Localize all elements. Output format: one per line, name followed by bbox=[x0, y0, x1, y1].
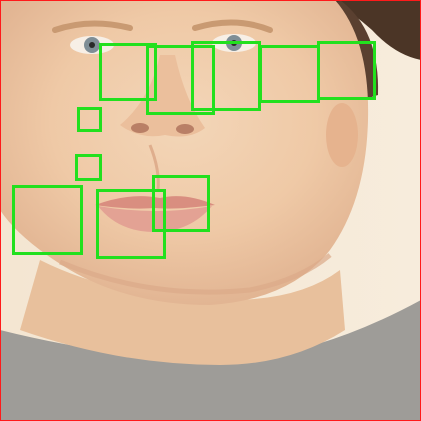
detection-box bbox=[77, 107, 102, 132]
philtrum bbox=[148, 144, 160, 191]
detection-box bbox=[317, 41, 376, 100]
neck bbox=[20, 260, 345, 365]
lower-lip bbox=[98, 206, 212, 232]
left-nostril bbox=[131, 123, 149, 133]
nose bbox=[120, 55, 205, 137]
left-eyebrow bbox=[52, 20, 133, 33]
right-eyebrow bbox=[192, 19, 273, 33]
left-pupil bbox=[89, 42, 95, 48]
ear bbox=[326, 103, 358, 167]
face bbox=[0, 0, 369, 305]
detection-box bbox=[75, 154, 102, 181]
detection-box bbox=[99, 43, 157, 101]
hair bbox=[330, 0, 421, 60]
detection-box bbox=[96, 189, 166, 259]
detection-box bbox=[152, 175, 210, 232]
detection-box bbox=[191, 41, 261, 111]
upper-lip bbox=[95, 196, 215, 209]
detection-box bbox=[146, 45, 215, 115]
detection-box bbox=[259, 45, 320, 103]
detection-box bbox=[12, 185, 83, 255]
right-nostril bbox=[176, 124, 194, 134]
chin-shadow bbox=[59, 253, 332, 295]
